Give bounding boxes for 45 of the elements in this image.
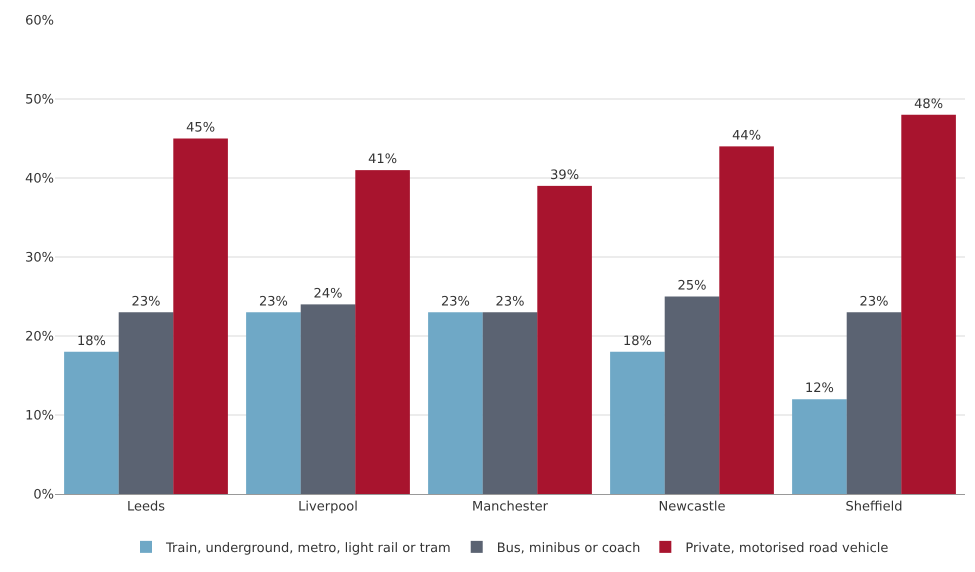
- bar: [428, 312, 483, 494]
- data-label: 23%: [860, 294, 888, 310]
- data-label: 12%: [804, 381, 834, 396]
- x-tick-label: Manchester: [472, 500, 549, 515]
- y-tick-label: 40%: [25, 172, 54, 187]
- bar: [537, 186, 592, 494]
- data-label: 23%: [258, 294, 288, 310]
- y-tick-label: 30%: [25, 250, 54, 266]
- data-label: 24%: [314, 286, 342, 302]
- data-label: 23%: [132, 294, 160, 310]
- data-label: 39%: [550, 168, 580, 183]
- x-tick-label: Newcastle: [658, 500, 726, 515]
- bar: [482, 312, 538, 494]
- bar: [300, 304, 356, 494]
- data-label: 44%: [732, 128, 762, 144]
- data-label: 23%: [496, 294, 524, 310]
- data-label: 45%: [186, 120, 216, 136]
- legend-label: Train, underground, metro, light rail or tram: [165, 540, 451, 556]
- legend-label: Private, motorised road vehicle: [685, 540, 888, 556]
- data-label: 18%: [76, 334, 106, 349]
- x-tick-label: Sheffield: [846, 500, 902, 515]
- legend-label: Bus, minibus or coach: [496, 540, 640, 556]
- x-tick-label: Leeds: [126, 500, 166, 515]
- bar: [664, 296, 720, 494]
- data-label: 18%: [622, 334, 652, 349]
- data-label: 48%: [914, 96, 944, 112]
- bar: [610, 352, 665, 494]
- bar: [719, 146, 774, 494]
- x-tick-label: Liverpool: [298, 500, 358, 515]
- bar: [118, 312, 174, 494]
- bar: [901, 114, 956, 494]
- data-label: 25%: [678, 278, 706, 294]
- data-label: 23%: [440, 294, 470, 310]
- y-tick-label: 20%: [25, 330, 54, 345]
- data-label: 41%: [368, 152, 398, 168]
- y-tick-label: 10%: [25, 408, 54, 424]
- bar: [173, 138, 228, 494]
- bar: [846, 312, 902, 494]
- bar: [792, 399, 847, 494]
- bar: [355, 170, 410, 494]
- bar: [246, 312, 301, 494]
- y-tick-label: 50%: [25, 92, 54, 108]
- bar: [64, 352, 119, 494]
- y-tick-label: 0%: [33, 488, 54, 503]
- y-tick-label: 60%: [25, 14, 54, 29]
